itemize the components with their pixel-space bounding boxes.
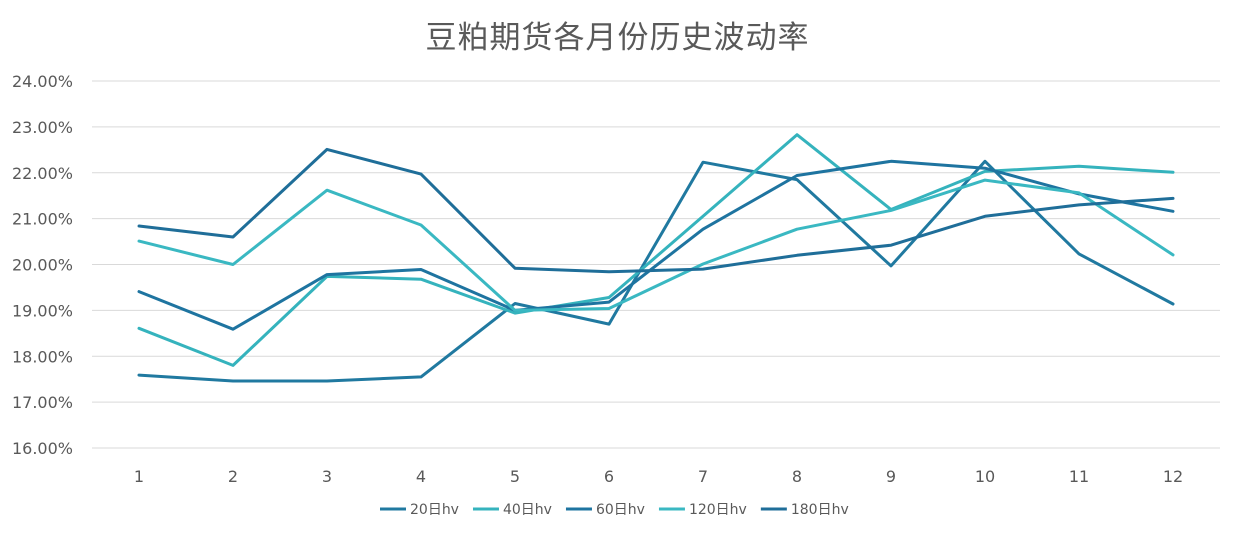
y-tick-label: 24.00% (12, 72, 73, 91)
series-line-5 (137, 147, 1175, 274)
y-axis-tick-labels: 16.00% 17.00% 18.00% 19.00% 20.00% 21.00% 22.0… (12, 72, 73, 458)
legend-label: 60日hv (596, 502, 645, 518)
chart-title: 豆粕期货各月份历史波动率 (425, 20, 810, 56)
x-tick-label: 3 (322, 467, 332, 486)
y-tick-label: 18.00% (12, 347, 73, 366)
series-line-3 (137, 159, 1175, 331)
series-line-2 (137, 133, 1175, 367)
legend-label: 120日hv (689, 502, 747, 518)
x-tick-label: 1 (134, 467, 144, 486)
y-tick-label: 23.00% (12, 118, 73, 137)
series-lines (137, 133, 1175, 383)
legend-item: 40日hv (472, 502, 552, 518)
x-tick-label: 10 (975, 467, 995, 486)
x-tick-label: 5 (510, 467, 520, 486)
gridlines (92, 80, 1220, 449)
x-axis-tick-labels: 1 2 3 4 5 6 7 8 9 10 11 12 (134, 467, 1183, 486)
x-tick-label: 4 (416, 467, 426, 486)
legend-item: 20日hv (380, 502, 459, 518)
x-tick-label: 8 (792, 467, 802, 486)
legend-label: 180日hv (791, 502, 849, 518)
legend: 20日hv 40日hv 60日hv 120日hv 180日hv (380, 502, 849, 518)
x-tick-label: 7 (698, 467, 708, 486)
legend-label: 40日hv (503, 502, 552, 518)
legend-item: 60日hv (565, 502, 645, 518)
x-tick-label: 11 (1069, 467, 1089, 486)
y-tick-label: 21.00% (12, 210, 73, 229)
x-tick-label: 6 (604, 467, 614, 486)
x-tick-label: 12 (1163, 467, 1183, 486)
y-tick-label: 19.00% (12, 301, 73, 320)
legend-item: 180日hv (760, 502, 849, 518)
y-tick-label: 16.00% (12, 439, 73, 458)
series-line-1 (137, 159, 1175, 383)
x-tick-label: 9 (886, 467, 896, 486)
legend-label: 20日hv (410, 502, 459, 518)
x-tick-label: 2 (228, 467, 238, 486)
series-line-4 (137, 178, 1175, 312)
y-tick-label: 22.00% (12, 164, 73, 183)
legend-item: 120日hv (658, 502, 747, 518)
y-tick-label: 17.00% (12, 393, 73, 412)
y-tick-label: 20.00% (12, 256, 73, 275)
